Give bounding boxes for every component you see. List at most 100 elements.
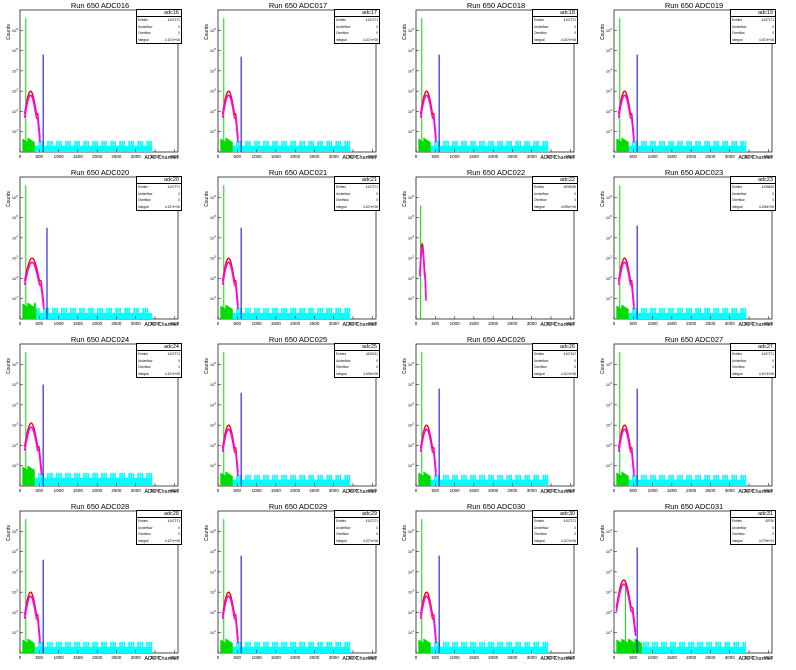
y-tick-label: 103 [408,589,414,595]
histogram-curve [419,428,437,477]
histogram-curve [617,428,635,477]
y-tick-label: 106 [12,194,18,200]
stats-row: Entries 4107271 [137,184,181,191]
stats-row: Integral 4.106e+06 [335,371,379,378]
y-tick-label: 101 [606,462,612,468]
x-tick-label: 3500 [546,488,557,493]
x-tick-label: 500 [630,154,638,159]
y-tick-label: 102 [606,609,612,615]
y-tick-label: 105 [606,47,612,53]
histogram-panel: Run 650 ADC023 0 500 1000 1500 2000 2500 3000 35… [596,167,792,333]
x-tick-label: 2500 [309,321,320,326]
stats-label: Underflow [732,358,747,363]
y-tick-label: 105 [12,548,18,554]
y-tick-label: 102 [210,108,216,114]
stats-value: 0 [574,532,576,536]
y-tick-label: 103 [210,255,216,261]
stats-label: Entries [732,185,742,189]
stats-title: adc20 [137,177,181,184]
histogram-curve [419,595,437,644]
x-tick-label: 3500 [150,655,161,660]
histogram-panel: Run 650 ADC016 0 500 1000 1500 2000 2500 3000 35… [2,0,198,166]
x-tick-label: 500 [630,655,638,660]
stats-box: adc19 Entries 4107271 Underflow 0 Overflow 0 In… [730,9,776,44]
x-tick-label: 2000 [92,488,103,493]
stats-row: Integral 4.107e+06 [533,371,577,378]
stats-label: Integral [732,204,743,209]
y-tick-label: 101 [606,629,612,635]
histogram-plot: 0 500 1000 1500 2000 2500 3000 3500 4000 101 102 10… [408,176,576,326]
y-axis-label: Counts [204,358,210,374]
stats-row: Integral 4.107e+06 [137,538,181,545]
y-axis-label: Counts [6,358,12,374]
y-axis-label: Counts [204,525,210,541]
pedestal-bar [231,141,233,152]
stats-value: 4107271 [167,519,180,523]
histogram-plot: 0 500 1000 1500 2000 2500 3000 3500 4000 101 102 10… [210,176,378,326]
y-tick-label: 106 [12,528,18,534]
stats-label: Entries [138,18,148,22]
y-tick-label: 105 [606,214,612,220]
stats-value: 0 [772,358,774,363]
x-tick-label: 1500 [271,655,282,660]
stats-title: adc25 [335,344,379,351]
stats-label: Entries [138,352,148,356]
stats-row: Underflow 0 [731,358,775,365]
y-axis-label: Counts [6,191,12,207]
stats-row: Underflow 0 [533,358,577,365]
x-tick-label: 3000 [527,488,538,493]
stats-row: Integral 4.106e+06 [731,204,775,211]
fit-curve [419,90,437,139]
stats-label: Integral [534,204,545,209]
x-axis-label: ADC Channel [342,489,376,495]
y-tick-label: 106 [606,361,612,367]
x-tick-label: 3500 [150,488,161,493]
pedestal-bar [429,642,431,653]
stats-title: adc22 [533,177,577,184]
x-axis-label: ADC Channel [540,155,574,161]
stats-value: 0 [178,365,180,369]
stats-label: Underflow [138,358,153,363]
histogram-curve [221,428,239,477]
stats-value: 4.107e+06 [758,371,774,376]
x-tick-label: 2000 [92,321,103,326]
stats-row: Entries 4099045 [533,184,577,191]
x-tick-label: 3500 [546,321,557,326]
y-tick-label: 106 [12,361,18,367]
x-axis-label: ADC Channel [342,155,376,161]
stats-label: Overflow [732,198,745,202]
histogram-curve [617,261,635,310]
stats-value: 4.107e+06 [164,371,180,376]
x-tick-label: 2500 [309,488,320,493]
stats-label: Underflow [732,24,747,29]
x-tick-label: 1500 [667,488,678,493]
stats-label: Overflow [534,31,547,35]
tail-bar [150,312,153,319]
stats-title: adc28 [137,511,181,518]
x-tick-label: 500 [36,154,44,159]
x-axis-label: ADC Channel [540,489,574,495]
stats-value: 0 [772,191,774,196]
stats-row: Integral 4.079e+04 [731,538,775,545]
histogram-panel: Run 650 ADC017 0 500 1000 1500 2000 2500 3000 35… [200,0,396,166]
stats-row: Underflow 0 [731,525,775,532]
stats-box: adc24 Entries 4107271 Underflow 0 Overflow 0 In… [136,343,182,378]
x-tick-label: 0 [415,154,418,159]
histogram-plot: 0 500 1000 1500 2000 2500 3000 3500 4000 101 102 10… [606,343,774,493]
fit-curve [419,424,437,473]
y-tick-label: 106 [606,27,612,33]
panel-title: Run 650 ADC024 [70,335,130,344]
pedestal-bar [35,307,37,319]
pedestal-bar [231,475,233,486]
y-tick-label: 105 [210,214,216,220]
x-tick-label: 500 [234,154,242,159]
y-tick-label: 103 [408,422,414,428]
x-axis-label: ADC Channel [144,322,178,328]
stats-row: Integral 4.107e+06 [335,204,379,211]
stats-label: Underflow [336,525,351,530]
x-tick-label: 2000 [686,488,697,493]
x-tick-label: 1000 [54,655,65,660]
stats-row: Integral 4.107e+06 [731,371,775,378]
histogram-plot: 0 500 1000 1500 2000 2500 3000 3500 4000 101 102 10… [408,510,576,660]
tail-bar [744,307,747,319]
